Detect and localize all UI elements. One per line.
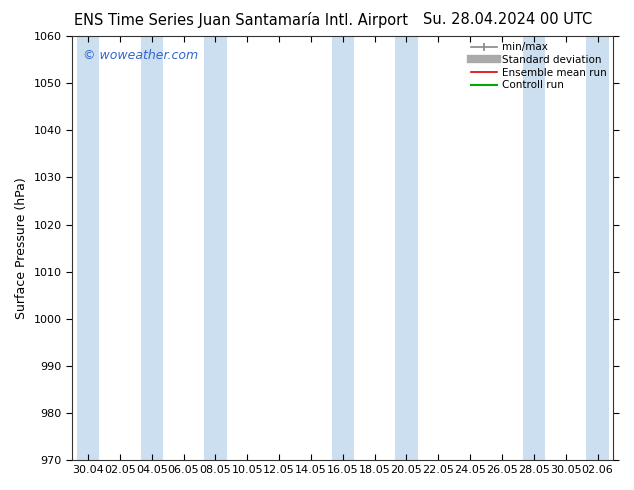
Legend: min/max, Standard deviation, Ensemble mean run, Controll run: min/max, Standard deviation, Ensemble me… [467,38,611,95]
Bar [332,36,354,460]
Text: Su. 28.04.2024 00 UTC: Su. 28.04.2024 00 UTC [423,12,592,27]
Bar [396,36,418,460]
Bar [204,36,226,460]
Text: © woweather.com: © woweather.com [83,49,198,62]
Bar [141,36,163,460]
Bar [77,36,99,460]
Y-axis label: Surface Pressure (hPa): Surface Pressure (hPa) [15,177,28,319]
Bar [522,36,545,460]
Bar [586,36,609,460]
Text: ENS Time Series Juan Santamaría Intl. Airport: ENS Time Series Juan Santamaría Intl. Ai… [74,12,408,28]
